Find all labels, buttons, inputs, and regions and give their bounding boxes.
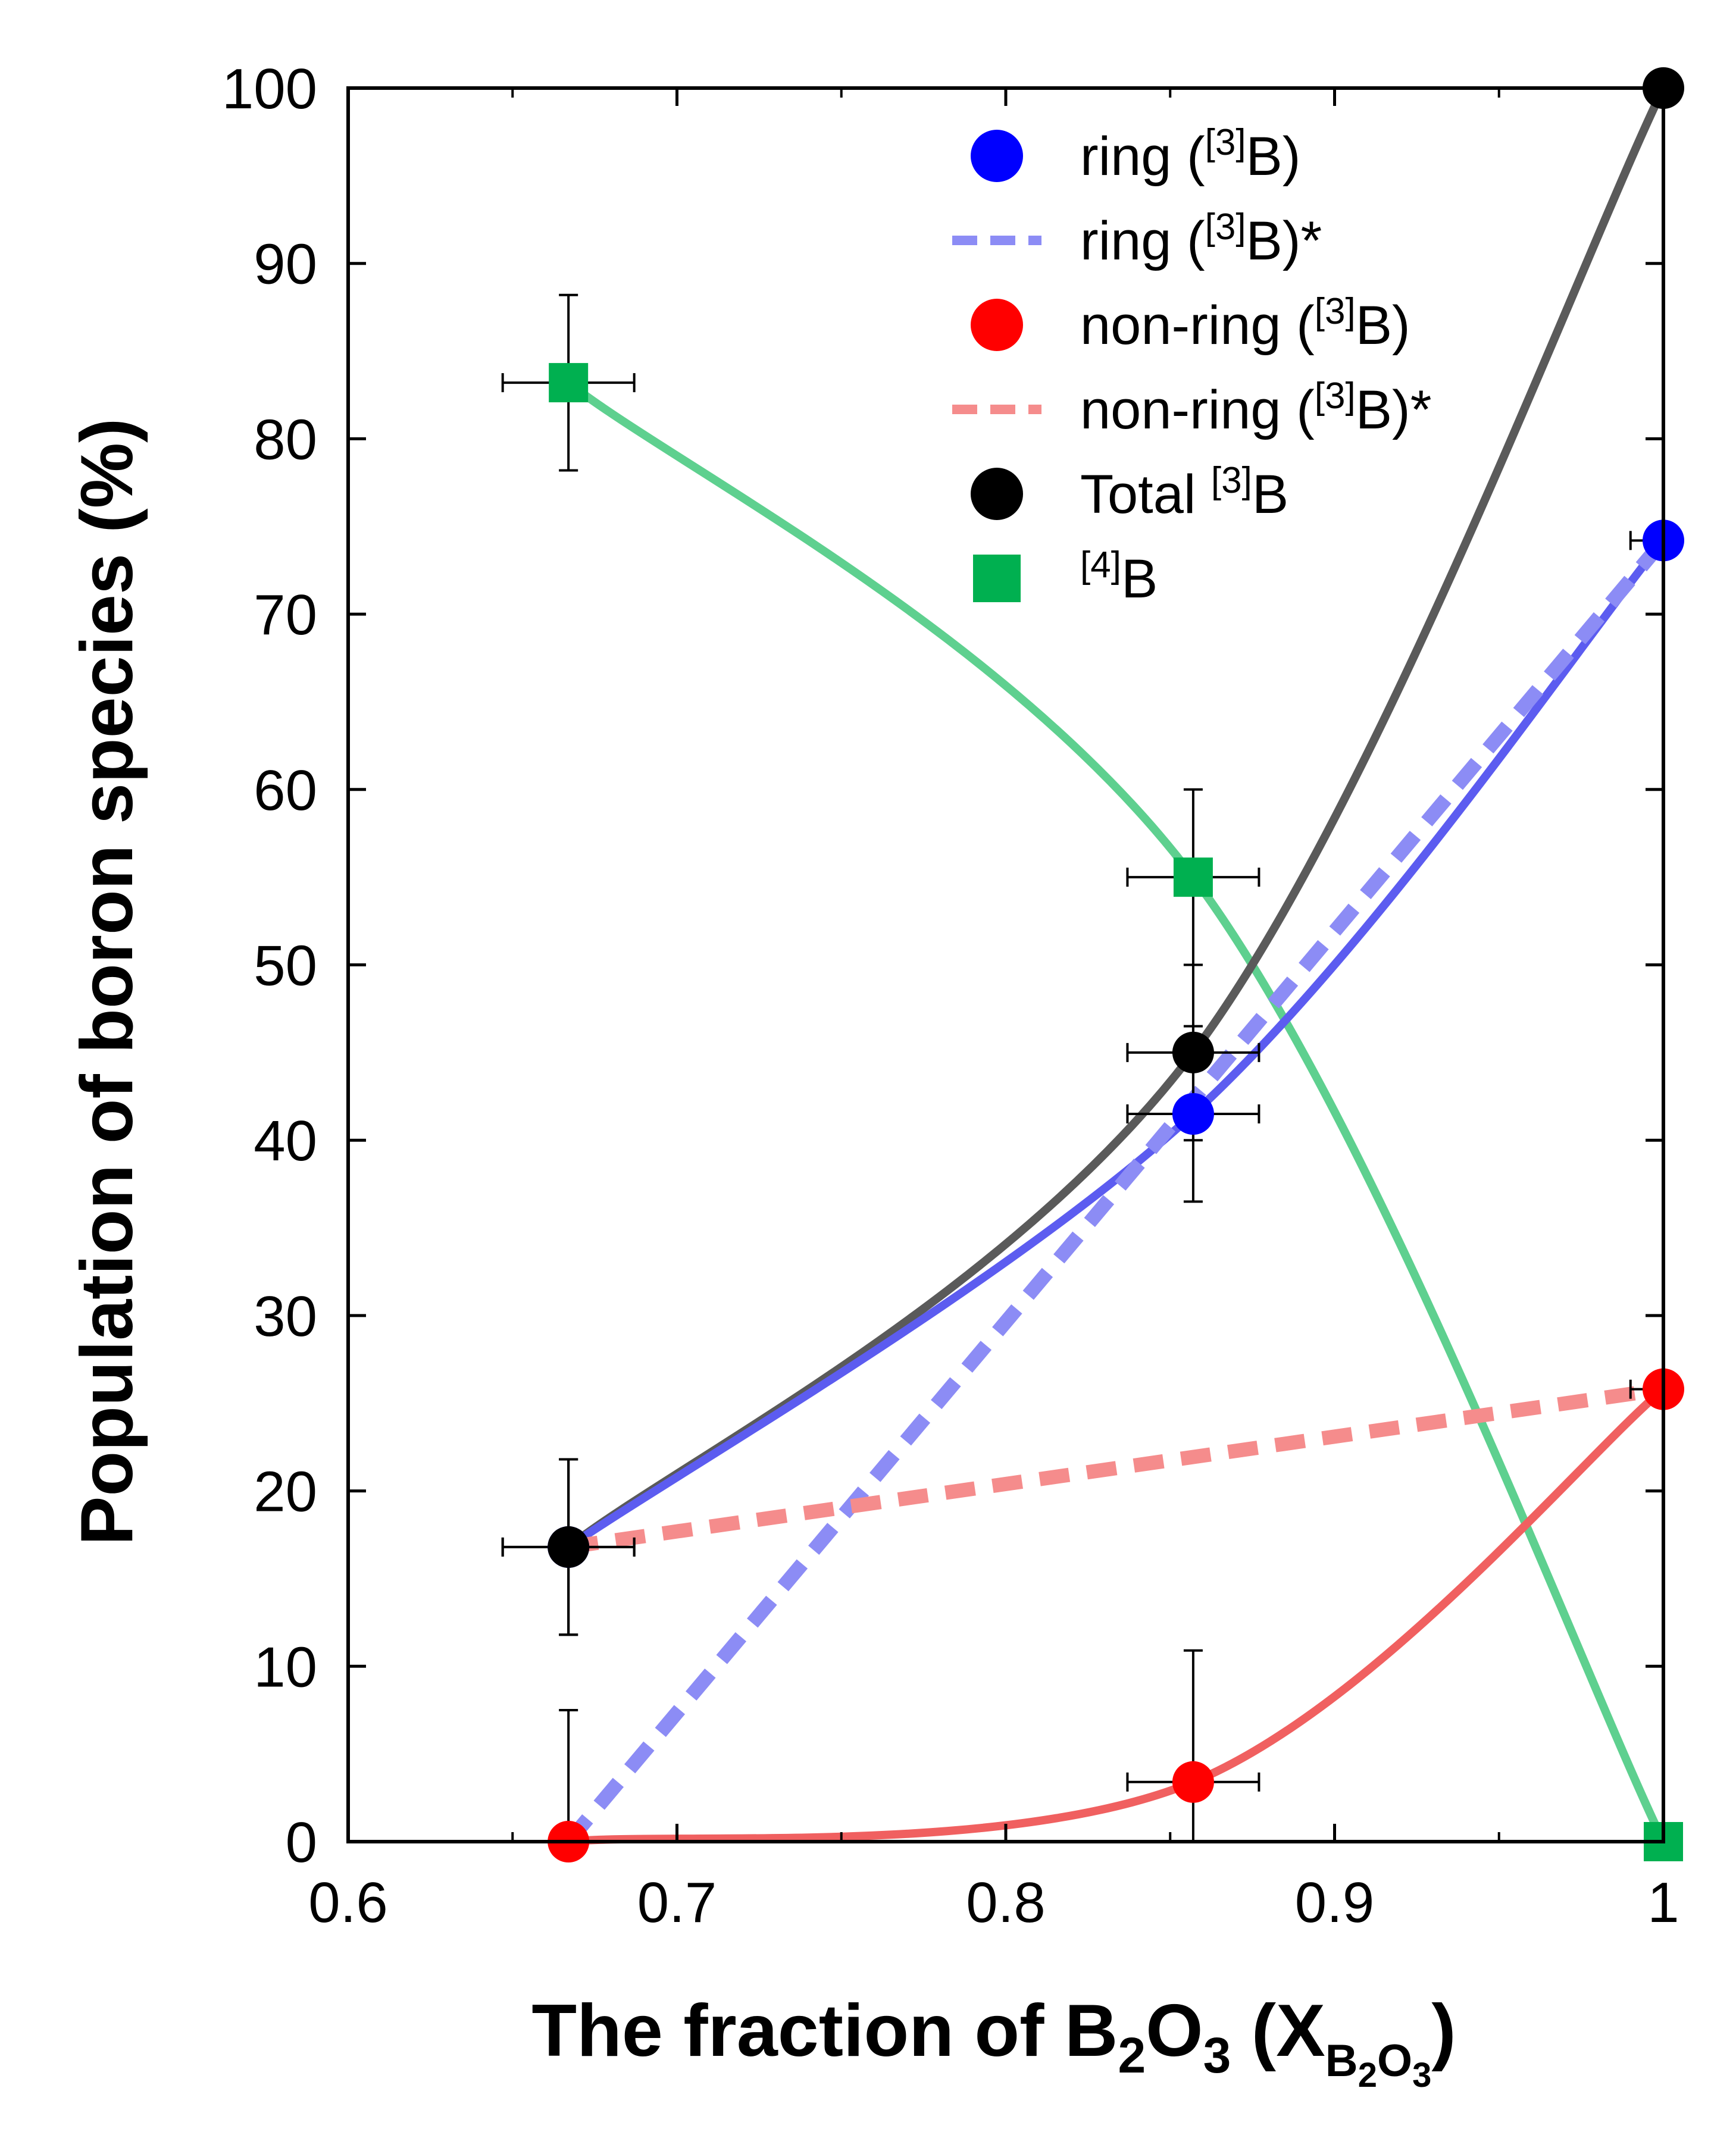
data-point-circle	[1172, 1092, 1214, 1135]
legend-label: non-ring ([3]B)*	[1080, 375, 1432, 440]
legend-symbol-square	[973, 555, 1021, 602]
y-tick-label: 20	[254, 1460, 317, 1524]
legend-label: Total [3]B	[1080, 460, 1288, 525]
curves-layer	[562, 84, 1669, 1846]
y-tick-label: 70	[254, 583, 317, 647]
y-tick-label: 40	[254, 1109, 317, 1173]
x-tick-label: 1	[1647, 1871, 1679, 1934]
x-tick-label: 0.6	[308, 1871, 387, 1934]
y-axis-title: Population of boron species (%)	[66, 418, 148, 1546]
x-tick-label: 0.8	[966, 1871, 1045, 1934]
legend-label: [4]B	[1080, 544, 1158, 609]
data-point-circle	[1172, 1031, 1214, 1073]
y-tick-label: 10	[254, 1635, 317, 1699]
data-point-circle	[1172, 1761, 1214, 1803]
data-point-square	[1173, 857, 1213, 897]
y-tick-label: 50	[254, 934, 317, 998]
data-point-circle	[548, 1526, 590, 1568]
legend-symbol-circle	[971, 130, 1023, 182]
y-tick-label: 30	[254, 1285, 317, 1348]
x-axis-title: The fraction of B2O3 (XB2O3)	[531, 1990, 1456, 2095]
x-tick-label: 0.9	[1295, 1871, 1374, 1934]
y-tick-label: 90	[254, 233, 317, 296]
series-line	[564, 536, 1668, 1551]
y-tick-label: 60	[254, 759, 317, 822]
series-line-dashed	[562, 536, 1669, 1846]
y-tick-label: 80	[254, 408, 317, 471]
errorbars-layer	[501, 293, 1663, 1842]
y-tick-label: 100	[222, 57, 317, 121]
series-line	[564, 378, 1668, 1846]
data-point-square	[549, 363, 589, 403]
legend-symbol-circle	[971, 299, 1023, 351]
y-tick-label: 0	[286, 1811, 317, 1874]
legend-label: ring ([3]B)*	[1080, 206, 1322, 271]
legend-label: ring ([3]B)	[1080, 122, 1301, 187]
legend: ring ([3]B) ring ([3]B)* non-ring ([3]B) no…	[952, 122, 1432, 609]
x-tick-label: 0.7	[637, 1871, 717, 1934]
legend-symbol-circle	[971, 468, 1023, 520]
ticks-layer	[346, 86, 1665, 1843]
series-line-dashed	[567, 1382, 1665, 1554]
legend-label: non-ring ([3]B)	[1080, 291, 1410, 356]
